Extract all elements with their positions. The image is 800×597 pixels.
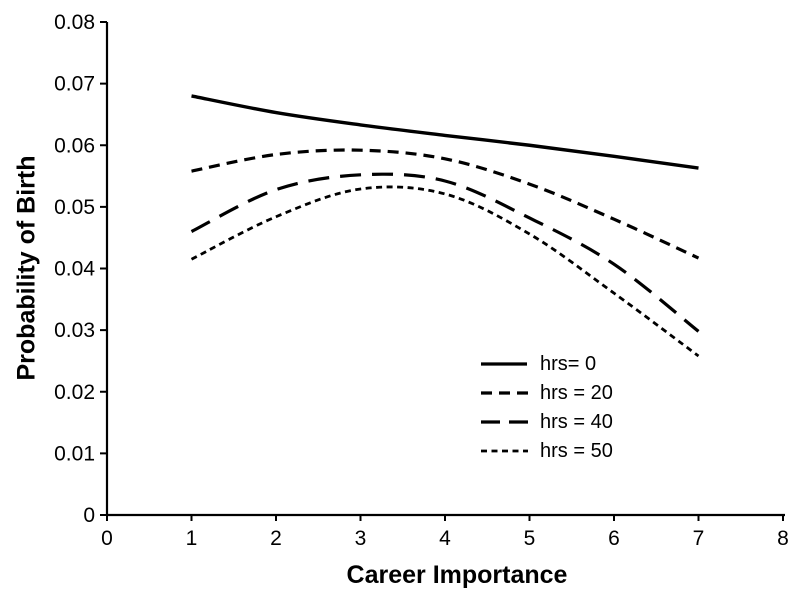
curve-hrs20 xyxy=(191,148,700,260)
y-tick-label-0.02: 0.02 xyxy=(54,381,95,404)
y-tick-label-0.03: 0.03 xyxy=(54,319,95,342)
legend-label-hrs50: hrs = 50 xyxy=(540,439,613,462)
legend-label-hrs0: hrs= 0 xyxy=(540,352,597,375)
curve-hrs40 xyxy=(190,172,700,333)
legend-item-hrs40: hrs = 40 xyxy=(481,407,613,436)
x-tick-label-0: 0 xyxy=(101,527,113,550)
x-axis-title: Career Importance xyxy=(346,561,568,589)
y-tick-label-0.08: 0.08 xyxy=(54,11,95,34)
legend-label-hrs40: hrs = 40 xyxy=(540,410,613,433)
legend: hrs= 0 hrs = 20 hrs = 40 hrs = 50 xyxy=(481,349,613,465)
legend-item-hrs0: hrs= 0 xyxy=(481,349,613,378)
curve-hrs0 xyxy=(191,94,699,170)
y-axis-title: Probability of Birth xyxy=(12,155,41,381)
legend-line-sample-long-dash xyxy=(481,419,528,424)
x-tick-label-7: 7 xyxy=(693,527,705,550)
x-tick-label-6: 6 xyxy=(608,527,620,550)
y-tick-label-0.05: 0.05 xyxy=(54,196,95,219)
x-tick-label-3: 3 xyxy=(355,527,367,550)
y-tick-label-0.06: 0.06 xyxy=(54,134,95,157)
legend-item-hrs50: hrs = 50 xyxy=(481,436,613,465)
legend-item-hrs20: hrs = 20 xyxy=(481,378,613,407)
legend-label-hrs20: hrs = 20 xyxy=(540,381,613,404)
curve-hrs50 xyxy=(190,185,700,358)
legend-line-sample-solid xyxy=(481,361,527,366)
legend-line-sample-short-dash xyxy=(481,449,528,452)
y-tick-label-0.04: 0.04 xyxy=(54,258,95,281)
y-tick-label-0: 0 xyxy=(83,504,95,527)
legend-line-sample-medium-dash xyxy=(481,390,528,395)
x-tick-label-1: 1 xyxy=(186,527,198,550)
x-tick-label-5: 5 xyxy=(524,527,536,550)
x-tick-label-4: 4 xyxy=(439,527,451,550)
y-tick-label-0.07: 0.07 xyxy=(54,73,95,96)
x-tick-label-2: 2 xyxy=(270,527,282,550)
x-tick-label-8: 8 xyxy=(777,527,789,550)
y-tick-label-0.01: 0.01 xyxy=(54,442,95,465)
